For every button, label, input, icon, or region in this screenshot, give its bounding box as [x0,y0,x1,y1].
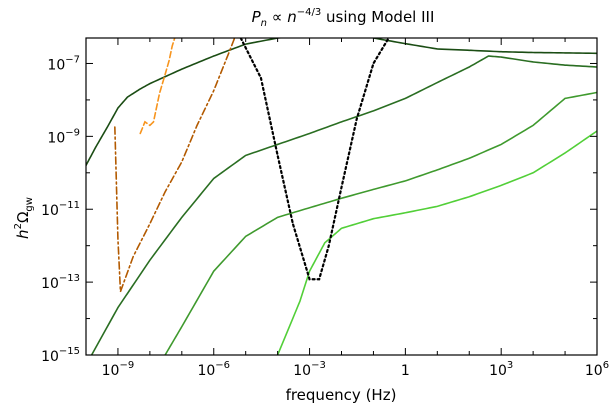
x-tick-label: 10−6 [197,360,230,379]
y-tick-label: 10−15 [41,346,80,365]
y-tick-label: 10−9 [47,127,80,146]
y-tick-label: 10−11 [41,200,80,219]
series-line-6 [239,38,390,281]
x-axis-label: frequency (Hz) [286,386,397,404]
series-line-4 [164,91,597,355]
y-tick-label: 10−13 [41,273,80,292]
plot-area [85,37,598,356]
series-group [86,38,597,355]
y-tick-labels: 10−15 10−13 10−11 10−9 10−7 [41,54,80,365]
plot-frame [85,37,598,356]
x-tick-label: 103 [489,360,513,379]
ticks-group [85,38,598,356]
x-tick-label: 10−9 [102,360,135,379]
y-tick-label: 10−7 [47,54,80,73]
series-line-7 [114,38,236,292]
y-axis-label: h2Ωgw [13,197,35,239]
series-line-5 [276,130,597,355]
chart-title: Pn ∝ n−4/3 using Model III [252,7,435,29]
series-line-8 [139,38,176,135]
x-tick-labels: 10−9 10−6 10−3 1 103 106 [102,360,609,379]
series-line-2 [372,38,597,55]
x-tick-label: 10−3 [293,360,326,379]
series-line-3 [90,55,597,355]
x-tick-label: 106 [585,360,609,379]
series-line-1 [86,38,287,167]
x-tick-label: 1 [401,363,410,379]
